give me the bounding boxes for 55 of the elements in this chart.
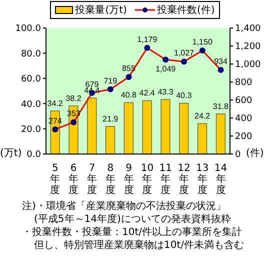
- y2-tick-label: 1,400: [235, 24, 262, 34]
- text: 注)・環境省「産業廃棄物の不法投棄の状況」: [22, 200, 227, 213]
- text: ・投棄件数・投棄量：10t/件以上の事業所を集計: [22, 226, 244, 239]
- y2-axis-title: (件): [246, 148, 264, 160]
- x-tick-label: 14年度: [214, 163, 228, 196]
- x-tick-label: 11年度: [159, 163, 172, 196]
- text: (平成5年～14年度)についての発表資料抜粋: [33, 213, 232, 226]
- data-label: 719: [104, 76, 118, 86]
- y2-tick-label: 400: [235, 114, 252, 124]
- y-tick-label: 80.0: [20, 49, 42, 60]
- x-tick-label: 7年度: [87, 163, 97, 196]
- y-tick-label: 0.0: [26, 150, 42, 160]
- y-tick-label: 20.0: [20, 124, 42, 135]
- x-tick-label: 6年度: [68, 163, 79, 196]
- data-label: 1,027: [174, 48, 195, 58]
- bar: [179, 102, 189, 154]
- y2-tick-label: 600: [235, 96, 252, 106]
- data-label: 24.2: [194, 112, 211, 121]
- bar: [216, 114, 226, 154]
- x-tick-label: 8年度: [105, 163, 116, 196]
- bar: [142, 100, 152, 154]
- data-label: 21.9: [102, 114, 119, 124]
- text: 但し、特別管理産業廃棄物は10t/件未満も含む: [33, 239, 246, 252]
- bar: [124, 102, 134, 154]
- y-tick-label: 60.0: [20, 74, 42, 85]
- data-label: 42.4: [139, 88, 156, 98]
- y-tick-label: 100.0: [15, 24, 42, 34]
- y-axis-title: (万t): [0, 148, 22, 160]
- x-tick-label: 5年度: [50, 163, 60, 196]
- legend-label: 投棄量(万t): [75, 4, 127, 17]
- data-label: 34.2: [47, 98, 64, 108]
- data-label: 43.3: [158, 87, 174, 96]
- data-label: 1,049: [156, 64, 176, 74]
- y2-tick-label: 1,000: [235, 60, 262, 70]
- data-label: 934: [214, 56, 228, 66]
- y2-tick-label: 200: [235, 132, 252, 142]
- data-label: 38.2: [66, 94, 82, 103]
- data-label: 40.8: [120, 90, 138, 100]
- bar: [198, 123, 208, 154]
- legend-label: 投棄件数(件): [156, 4, 215, 17]
- data-label: 31.8: [212, 102, 230, 111]
- data-label: 40.3: [176, 91, 192, 100]
- bar: [106, 126, 116, 154]
- x-tick-label: 13年度: [196, 163, 209, 196]
- data-label: 1,179: [137, 34, 158, 44]
- y2-tick-label: 0: [235, 150, 241, 160]
- y-tick-label: 40.0: [20, 100, 42, 110]
- y2-tick-label: 800: [235, 78, 252, 88]
- bar: [160, 99, 170, 154]
- bar: [87, 98, 97, 154]
- x-tick-label: 10年度: [140, 163, 154, 196]
- x-tick-label: 9年度: [124, 163, 134, 196]
- data-label: 1,150: [192, 38, 213, 46]
- x-tick-label: 12年度: [178, 163, 190, 196]
- y2-tick-label: 1,200: [235, 42, 262, 52]
